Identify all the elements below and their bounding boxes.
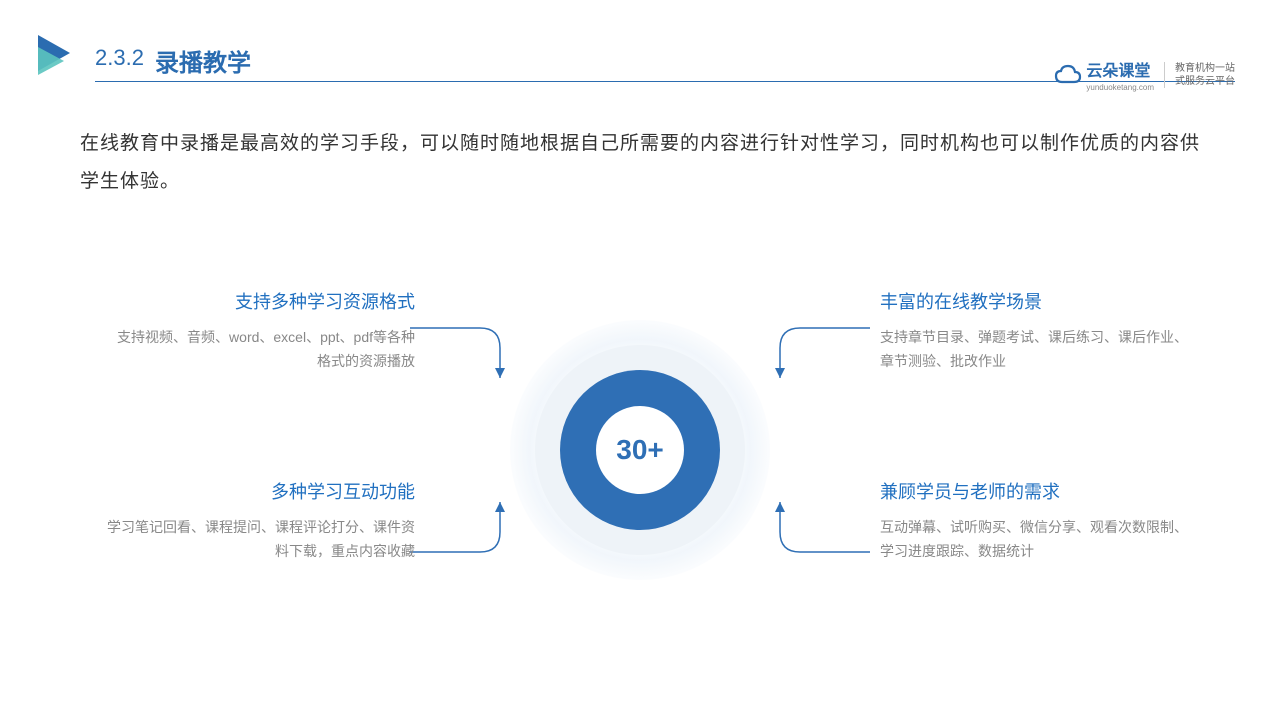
feature-title: 兼顾学员与老师的需求: [880, 478, 1190, 504]
section-number: 2.3.2: [95, 45, 144, 71]
feature-bottom-right: 兼顾学员与老师的需求 互动弹幕、试听购买、微信分享、观看次数限制、学习进度跟踪、…: [880, 478, 1190, 564]
slide-header: 2.3.2 录播教学 云朵课堂 yunduoketang.com 教育机构一站 …: [0, 35, 1280, 95]
section-title: 录播教学: [155, 43, 251, 78]
logo-text: 云朵课堂: [1086, 57, 1154, 81]
brand-logo: 云朵课堂 yunduoketang.com 教育机构一站 式服务云平台: [1054, 57, 1235, 92]
feature-top-right: 丰富的在线教学场景 支持章节目录、弹题考试、课后练习、课后作业、章节测验、批改作…: [880, 288, 1190, 374]
center-value: 30+: [616, 434, 664, 466]
feature-desc: 学习笔记回看、课程提问、课程评论打分、课件资料下载，重点内容收藏: [105, 516, 415, 564]
logo-subtext: yunduoketang.com: [1086, 83, 1154, 92]
feature-title: 多种学习互动功能: [105, 478, 415, 504]
feature-title: 丰富的在线教学场景: [880, 288, 1190, 314]
feature-title: 支持多种学习资源格式: [105, 288, 415, 314]
play-icon: [38, 35, 78, 82]
logo-tagline: 教育机构一站 式服务云平台: [1164, 62, 1235, 88]
feature-bottom-left: 多种学习互动功能 学习笔记回看、课程提问、课程评论打分、课件资料下载，重点内容收…: [105, 478, 415, 564]
feature-desc: 互动弹幕、试听购买、微信分享、观看次数限制、学习进度跟踪、数据统计: [880, 516, 1190, 564]
feature-top-left: 支持多种学习资源格式 支持视频、音频、word、excel、ppt、pdf等各种…: [105, 288, 415, 374]
feature-desc: 支持章节目录、弹题考试、课后练习、课后作业、章节测验、批改作业: [880, 326, 1190, 374]
cloud-icon: [1054, 64, 1082, 86]
slide-description: 在线教育中录播是最高效的学习手段，可以随时随地根据自己所需要的内容进行针对性学习…: [80, 125, 1200, 201]
feature-desc: 支持视频、音频、word、excel、ppt、pdf等各种格式的资源播放: [105, 326, 415, 374]
feature-diagram: 30+ 支持多种学习资源格式 支持视频、音频、word、excel、ppt、pd…: [0, 260, 1280, 640]
